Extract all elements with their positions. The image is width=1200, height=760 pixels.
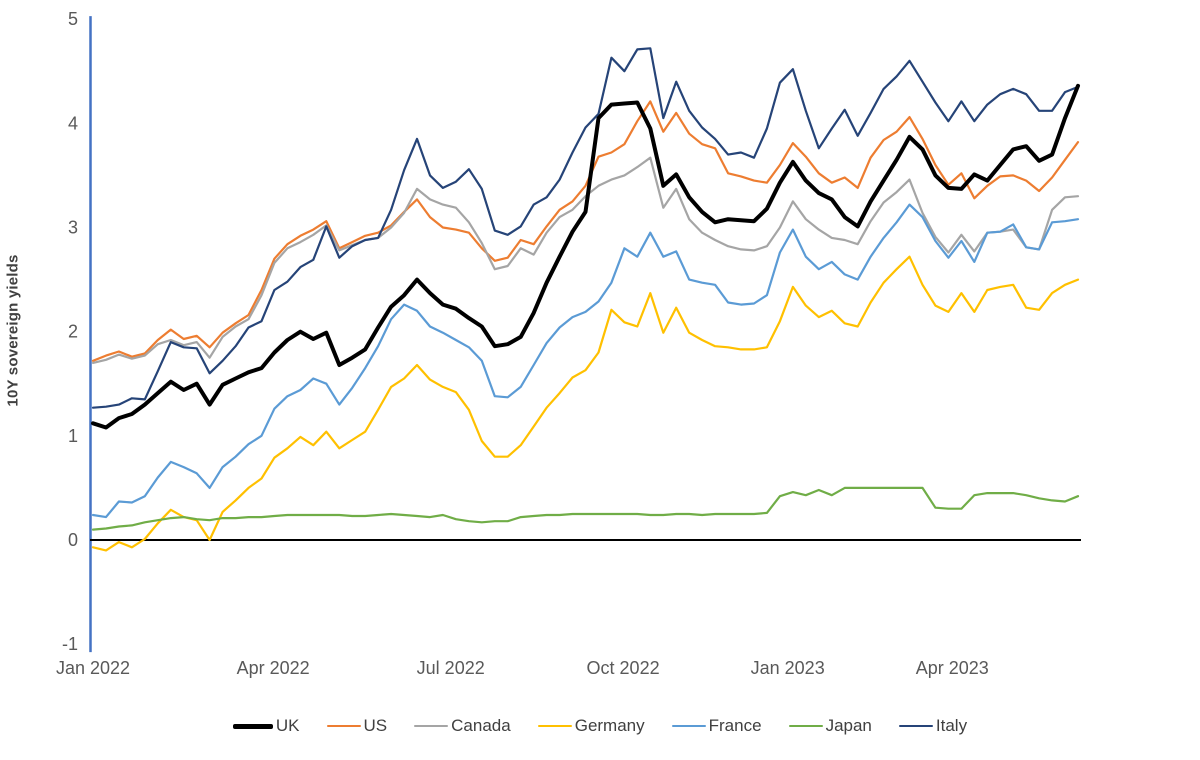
y-tick-label-3: 3 bbox=[68, 217, 78, 237]
legend-label-uk: UK bbox=[275, 716, 300, 735]
legend-line-sample-japan bbox=[788, 724, 823, 728]
legend-label-italy: Italy bbox=[935, 716, 968, 735]
series-line-uk bbox=[91, 83, 1080, 430]
legend-line-sample-uk bbox=[232, 723, 273, 729]
legend-line-sample-canada bbox=[414, 724, 449, 728]
x-tick-label-jul-2022: Jul 2022 bbox=[417, 658, 485, 678]
series-line-us bbox=[91, 100, 1080, 362]
y-tick-label-1: 1 bbox=[68, 426, 78, 446]
x-tick-label-oct-2022: Oct 2022 bbox=[587, 658, 660, 678]
legend-item-uk: UK bbox=[232, 716, 300, 736]
legend-label-japan: Japan bbox=[825, 716, 872, 735]
x-tick-label-jan-2022: Jan 2022 bbox=[56, 658, 130, 678]
chart-legend: UK US Canada Germany France Japan Italy bbox=[0, 716, 1200, 736]
legend-item-france: France bbox=[671, 716, 762, 736]
legend-item-us: US bbox=[326, 716, 388, 736]
legend-item-italy: Italy bbox=[898, 716, 968, 736]
series-line-italy bbox=[91, 47, 1080, 409]
legend-label-canada: Canada bbox=[451, 716, 511, 735]
legend-line-sample-france bbox=[671, 724, 706, 728]
legend-line-sample-germany bbox=[537, 724, 572, 728]
legend-label-france: France bbox=[708, 716, 762, 735]
legend-label-germany: Germany bbox=[574, 716, 645, 735]
y-tick-label-5: 5 bbox=[68, 9, 78, 29]
series-line-france bbox=[91, 203, 1080, 519]
y-tick-label-0: 0 bbox=[68, 530, 78, 550]
series-line-germany bbox=[91, 255, 1080, 552]
x-tick-label-jan-2023: Jan 2023 bbox=[751, 658, 825, 678]
legend-line-sample-us bbox=[326, 724, 361, 728]
y-tick-label-2: 2 bbox=[68, 322, 78, 342]
legend-line-sample-italy bbox=[898, 724, 933, 728]
x-tick-label-apr-2022: Apr 2022 bbox=[237, 658, 310, 678]
x-tick-label-apr-2023: Apr 2023 bbox=[916, 658, 989, 678]
y-tick-label-4: 4 bbox=[68, 113, 78, 133]
legend-label-us: US bbox=[363, 716, 388, 735]
legend-item-japan: Japan bbox=[788, 716, 872, 736]
y-tick-label--1: -1 bbox=[62, 634, 78, 654]
legend-item-germany: Germany bbox=[537, 716, 645, 736]
series-line-japan bbox=[91, 486, 1080, 531]
legend-item-canada: Canada bbox=[414, 716, 511, 736]
series-line-canada bbox=[91, 156, 1080, 364]
